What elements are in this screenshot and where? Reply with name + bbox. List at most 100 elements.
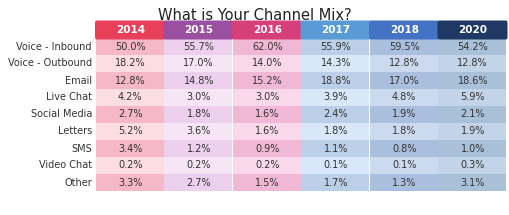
Text: 0.8%: 0.8% (391, 143, 416, 154)
Text: Voice - Inbound: Voice - Inbound (16, 41, 92, 52)
Bar (164, 38, 232, 55)
Bar (301, 157, 369, 174)
Bar (233, 106, 300, 123)
Bar (164, 174, 232, 191)
Text: 55.9%: 55.9% (320, 41, 350, 52)
Text: 12.8%: 12.8% (457, 58, 487, 69)
Bar (233, 123, 300, 140)
Text: 4.2%: 4.2% (118, 92, 142, 103)
Bar (301, 55, 369, 72)
Text: 12.8%: 12.8% (388, 58, 419, 69)
Bar (233, 174, 300, 191)
Text: 5.2%: 5.2% (118, 126, 143, 137)
Bar (233, 38, 300, 55)
Bar (96, 174, 164, 191)
Text: 2.4%: 2.4% (323, 109, 347, 120)
Bar (96, 106, 164, 123)
Text: 3.0%: 3.0% (186, 92, 211, 103)
Text: 17.0%: 17.0% (388, 75, 419, 86)
Bar (369, 38, 437, 55)
Text: 1.0%: 1.0% (460, 143, 484, 154)
Bar (369, 140, 437, 157)
Bar (96, 123, 164, 140)
Text: 2015: 2015 (184, 25, 213, 35)
Text: 2017: 2017 (321, 25, 350, 35)
FancyBboxPatch shape (232, 20, 301, 40)
Text: What is Your Channel Mix?: What is Your Channel Mix? (158, 8, 351, 23)
Text: 1.8%: 1.8% (186, 109, 211, 120)
Text: 12.8%: 12.8% (115, 75, 145, 86)
Text: 3.0%: 3.0% (254, 92, 279, 103)
Bar (96, 140, 164, 157)
Text: 59.5%: 59.5% (388, 41, 419, 52)
Text: 0.2%: 0.2% (118, 161, 142, 170)
Text: 1.3%: 1.3% (391, 178, 416, 187)
Bar (233, 89, 300, 106)
Bar (164, 55, 232, 72)
Text: Social Media: Social Media (31, 109, 92, 120)
Text: 1.9%: 1.9% (391, 109, 416, 120)
Bar (369, 72, 437, 89)
FancyBboxPatch shape (437, 20, 506, 40)
Text: 15.2%: 15.2% (251, 75, 282, 86)
Text: 0.2%: 0.2% (186, 161, 211, 170)
Bar (301, 89, 369, 106)
Text: 1.6%: 1.6% (254, 109, 279, 120)
Bar (301, 174, 369, 191)
Text: SMS: SMS (71, 143, 92, 154)
Text: 4.8%: 4.8% (391, 92, 416, 103)
Bar (369, 89, 437, 106)
Text: 2.1%: 2.1% (460, 109, 484, 120)
Text: 2018: 2018 (389, 25, 418, 35)
Text: 1.8%: 1.8% (391, 126, 416, 137)
Text: 3.4%: 3.4% (118, 143, 142, 154)
Text: 18.2%: 18.2% (115, 58, 145, 69)
Text: 50.0%: 50.0% (115, 41, 145, 52)
Text: 1.5%: 1.5% (254, 178, 279, 187)
Bar (438, 123, 505, 140)
Bar (301, 140, 369, 157)
Text: 0.1%: 0.1% (391, 161, 416, 170)
Bar (164, 123, 232, 140)
Text: 2014: 2014 (116, 25, 145, 35)
Text: 18.8%: 18.8% (320, 75, 350, 86)
Bar (233, 140, 300, 157)
Text: 17.0%: 17.0% (183, 58, 214, 69)
Bar (164, 106, 232, 123)
Text: 62.0%: 62.0% (251, 41, 282, 52)
Text: 2016: 2016 (252, 25, 281, 35)
Text: 1.8%: 1.8% (323, 126, 347, 137)
Text: Live Chat: Live Chat (46, 92, 92, 103)
Text: 1.2%: 1.2% (186, 143, 211, 154)
Bar (369, 157, 437, 174)
Bar (438, 89, 505, 106)
Text: 14.8%: 14.8% (183, 75, 214, 86)
Text: 1.7%: 1.7% (323, 178, 347, 187)
Bar (438, 140, 505, 157)
Bar (233, 157, 300, 174)
Text: Voice - Outbound: Voice - Outbound (8, 58, 92, 69)
Bar (369, 123, 437, 140)
Bar (438, 55, 505, 72)
Text: 14.0%: 14.0% (251, 58, 282, 69)
Bar (164, 157, 232, 174)
Text: 0.1%: 0.1% (323, 161, 347, 170)
FancyBboxPatch shape (95, 20, 165, 40)
Text: 3.6%: 3.6% (186, 126, 211, 137)
Text: 54.2%: 54.2% (457, 41, 487, 52)
Text: 1.9%: 1.9% (460, 126, 484, 137)
Text: 3.9%: 3.9% (323, 92, 347, 103)
Bar (96, 38, 164, 55)
Text: 0.9%: 0.9% (254, 143, 279, 154)
Text: 2.7%: 2.7% (118, 109, 143, 120)
Text: Email: Email (65, 75, 92, 86)
Text: Letters: Letters (58, 126, 92, 137)
Bar (301, 123, 369, 140)
FancyBboxPatch shape (300, 20, 370, 40)
Bar (438, 106, 505, 123)
Bar (369, 174, 437, 191)
Bar (438, 72, 505, 89)
Text: 18.6%: 18.6% (457, 75, 487, 86)
FancyBboxPatch shape (163, 20, 233, 40)
Bar (301, 106, 369, 123)
